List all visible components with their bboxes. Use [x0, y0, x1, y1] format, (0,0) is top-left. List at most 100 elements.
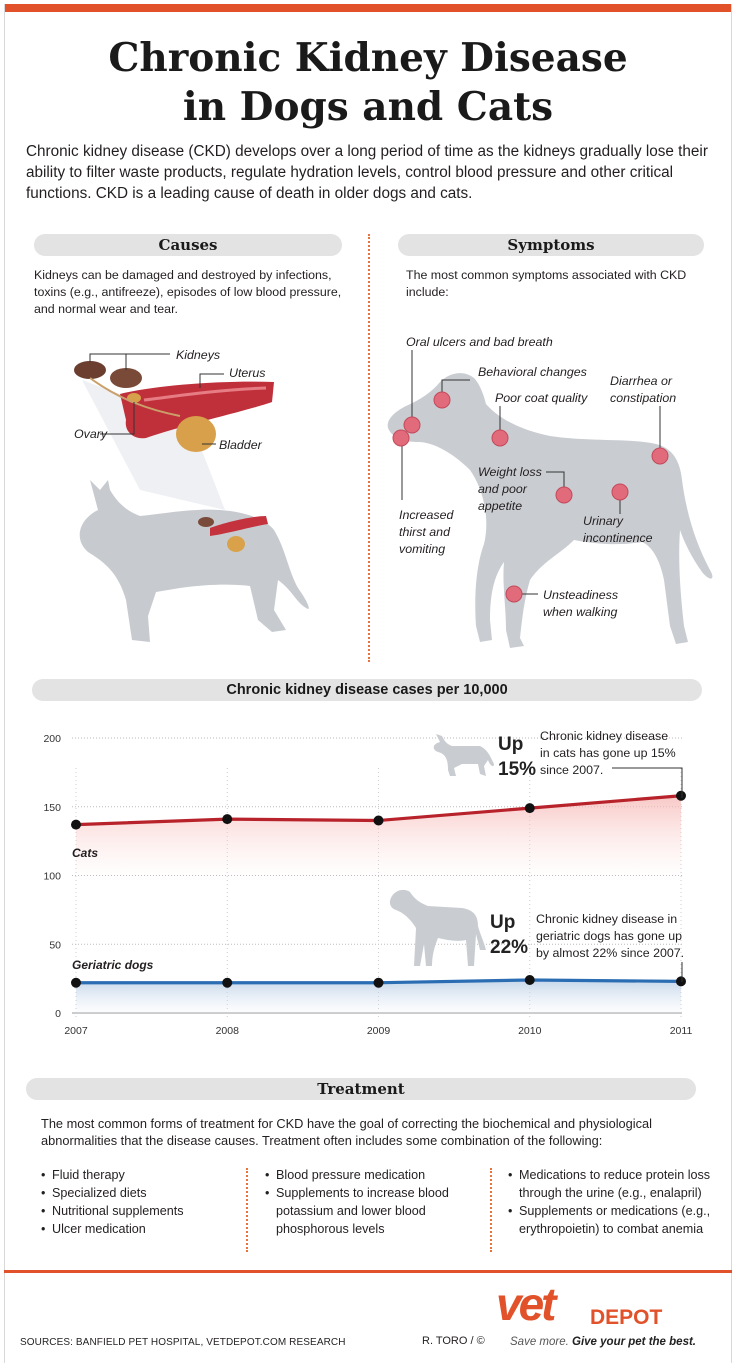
cat-anatomy-illustration — [74, 353, 309, 642]
symptom-weight-2: and poor — [478, 482, 527, 496]
cat-uterus-small — [210, 516, 268, 536]
y-tick-label: 0 — [55, 1008, 61, 1020]
symptom-weight-1: Weight loss — [478, 465, 542, 479]
symptom-diarrhea-2: constipation — [610, 391, 677, 405]
label-ovary: Ovary — [74, 427, 108, 441]
symptom-oral: Oral ulcers and bad breath — [406, 335, 553, 349]
cats-up-percent: 15% — [498, 759, 537, 780]
symptom-behavioral: Behavioral changes — [478, 365, 587, 379]
cats-area-fill — [76, 795, 681, 883]
symptom-urinary-1: Urinary — [583, 514, 623, 528]
vetdepot-tagline: Save more. Give your pet the best. — [510, 1336, 696, 1349]
cats-data-point — [524, 803, 535, 814]
treatment-item: Ulcer medication — [41, 1220, 231, 1238]
vetdepot-logo-vet[interactable]: vet — [496, 1278, 557, 1330]
treatment-heading: Treatment — [26, 1078, 696, 1100]
frame-left — [4, 4, 5, 1363]
vetdepot-logo-depot[interactable]: DEPOT — [590, 1306, 663, 1329]
treatment-divider-1 — [246, 1168, 248, 1252]
diarrhea-dot — [651, 447, 669, 465]
symptom-thirst-1: Increased — [399, 508, 454, 522]
top-accent-bar — [4, 4, 732, 12]
dogs-note-line-1: Chronic kidney disease in — [536, 912, 678, 926]
y-tick-label: 200 — [43, 733, 61, 745]
treatment-intro: The most common forms of treatment for C… — [41, 1116, 652, 1148]
footer-credit: R. TORO / © — [422, 1335, 485, 1347]
cat-silhouette — [79, 480, 309, 642]
thirst-dot — [392, 429, 410, 447]
dogs-data-point — [222, 977, 233, 988]
oral-dot — [403, 416, 421, 434]
x-tick-label: 2011 — [670, 1025, 693, 1037]
cats-note-leader — [612, 767, 683, 798]
uterus-leader — [199, 373, 224, 388]
treatment-list-2: Blood pressure medication Supplements to… — [265, 1166, 470, 1238]
bladder-organ — [176, 416, 216, 452]
dog-silhouette — [387, 373, 713, 648]
behavioral-dot — [433, 391, 451, 409]
tagline-light: Save more. — [510, 1336, 569, 1348]
symptoms-text: The most common symptoms associated with… — [406, 268, 687, 299]
cats-data-point — [676, 790, 686, 801]
title-line-1: Chronic Kidney Disease — [108, 35, 628, 81]
cat-kidney-small — [198, 517, 214, 527]
dogs-area-fill — [76, 980, 681, 1013]
dogs-note-line-3: by almost 22% since 2007. — [536, 946, 685, 960]
kidney-right — [110, 368, 142, 388]
label-kidneys: Kidneys — [176, 348, 221, 362]
cats-note-line-1: Chronic kidney disease — [540, 729, 669, 743]
dog-symptoms-illustration — [387, 350, 713, 648]
y-tick-label: 50 — [49, 939, 61, 951]
cat-bladder-small — [227, 536, 245, 552]
chart-dog-icon — [389, 889, 486, 966]
bottom-accent-bar — [4, 1270, 732, 1273]
label-bladder: Bladder — [219, 438, 262, 452]
ureter — [89, 377, 181, 417]
treatment-divider-2 — [490, 1168, 492, 1252]
symptom-unsteady-2: when walking — [543, 605, 618, 619]
kidneys-leader — [89, 353, 170, 362]
treatment-list-1: Fluid therapy Specialized diets Nutritio… — [41, 1166, 231, 1238]
title-line-2: in Dogs and Cats — [182, 84, 554, 130]
treatment-item: Supplements or medications (e.g., erythr… — [508, 1202, 718, 1238]
symptoms-heading: Symptoms — [398, 234, 704, 256]
unsteady-dot — [505, 585, 523, 603]
cats-data-point — [222, 814, 233, 825]
x-tick-label: 2007 — [64, 1025, 88, 1037]
series-label-dogs: Geriatric dogs — [72, 958, 154, 972]
focus-beam — [82, 380, 225, 510]
symptom-unsteady-1: Unsteadiness — [543, 588, 619, 602]
uterus-highlight — [143, 386, 267, 402]
series-label-cats: Cats — [72, 846, 99, 860]
y-tick-label: 100 — [43, 871, 61, 883]
chart-title: Chronic kidney disease cases per 10,000 — [32, 679, 702, 701]
uterus-organ — [120, 381, 274, 439]
intro-paragraph: Chronic kidney disease (CKD) develops ov… — [26, 143, 708, 202]
causes-heading: Causes — [34, 234, 342, 256]
x-tick-label: 2008 — [216, 1025, 240, 1037]
coat-dot — [491, 429, 509, 447]
treatment-item: Supplements to increase blood potassium … — [265, 1184, 470, 1238]
cats-up-label: Up — [498, 734, 524, 755]
treatment-item: Specialized diets — [41, 1184, 231, 1202]
kidney-left — [74, 361, 106, 379]
dogs-data-point — [71, 977, 81, 988]
dogs-note-line-2: geriatric dogs has gone up — [536, 929, 683, 943]
label-uterus: Uterus — [229, 366, 266, 380]
symptom-thirst-2: thirst and — [399, 525, 450, 539]
causes-text: Kidneys can be damaged and destroyed by … — [34, 268, 342, 316]
dogs-data-point — [373, 977, 384, 988]
weight-dot — [555, 486, 573, 504]
cats-note-line-2: in cats has gone up 15% — [540, 746, 676, 760]
y-tick-label: 150 — [43, 802, 61, 814]
chart-cat-icon — [433, 734, 494, 776]
dogs-up-percent: 22% — [490, 937, 529, 958]
treatment-item: Medications to reduce protein loss throu… — [508, 1166, 718, 1202]
x-tick-label: 2010 — [518, 1025, 542, 1037]
symptom-coat: Poor coat quality — [495, 391, 588, 405]
cats-data-point — [71, 819, 81, 830]
page-title: Chronic Kidney Disease in Dogs and Cats — [20, 34, 716, 132]
symptom-thirst-3: vomiting — [399, 542, 446, 556]
symptom-urinary-2: incontinence — [583, 531, 653, 545]
x-tick-label: 2009 — [367, 1025, 391, 1037]
